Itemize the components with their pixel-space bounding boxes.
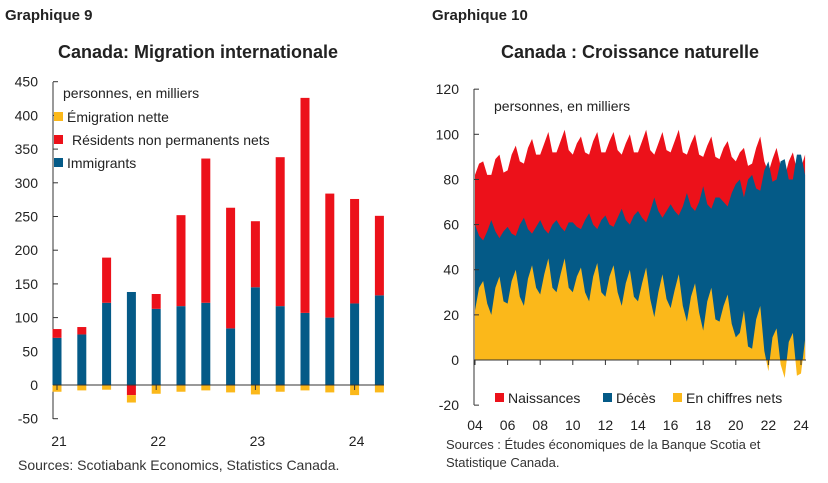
- x-tick-label-2: 12: [598, 417, 614, 433]
- x-tick-label-2: 06: [500, 417, 516, 433]
- bar-emigration: [325, 385, 335, 393]
- legend-swatch: [54, 112, 63, 121]
- bar-immigrants: [226, 328, 236, 385]
- x-tick-label: 24: [349, 433, 365, 449]
- source-note-2b: Statistique Canada.: [446, 455, 560, 470]
- bar-emigration: [226, 385, 236, 393]
- legend-swatch: [54, 158, 63, 167]
- bar-npr: [52, 329, 62, 338]
- chart-title-1: Canada: Migration internationale: [57, 42, 339, 62]
- legend-naissances-swatch: [495, 393, 504, 402]
- y-tick-label: 350: [15, 141, 39, 157]
- legend-label: Résidents non permanents nets: [72, 132, 270, 148]
- y-tick-label-2: 80: [443, 171, 459, 187]
- x-tick-label-2: 24: [793, 417, 809, 433]
- bar-npr: [176, 215, 186, 307]
- source-note-1: Sources: Scotiabank Economics, Statistic…: [18, 457, 340, 473]
- bar-emigration: [275, 385, 285, 392]
- bar-npr: [325, 193, 335, 318]
- legend-label: Émigration nette: [67, 109, 169, 125]
- x-tick-label-2: 16: [663, 417, 679, 433]
- x-tick-label-2: 22: [761, 417, 777, 433]
- y-tick-label-2: 40: [443, 262, 459, 278]
- legend-swatch: [54, 135, 63, 144]
- bar-emigration: [77, 385, 87, 391]
- figure-label-10: Graphique 10: [432, 7, 528, 24]
- y-tick-label: 150: [15, 276, 39, 292]
- y-tick-label-2: 60: [443, 217, 459, 233]
- bar-npr: [201, 158, 211, 303]
- y-tick-label-2: 20: [443, 307, 459, 323]
- x-tick-label: 22: [150, 433, 166, 449]
- figure-label-9: Graphique 9: [5, 7, 93, 24]
- unit-note-2: personnes, en milliers: [494, 98, 630, 114]
- y-tick-label: 250: [15, 209, 39, 225]
- y-tick-label: -50: [18, 411, 38, 427]
- bar-emigration: [201, 385, 211, 391]
- bar-immigrants: [325, 317, 335, 385]
- legend-deces-swatch: [603, 393, 612, 402]
- y-tick-label: 300: [15, 175, 39, 191]
- x-tick-label-2: 14: [630, 417, 646, 433]
- area-net: [475, 258, 806, 379]
- x-tick-label-2: 20: [728, 417, 744, 433]
- bar-npr: [300, 97, 310, 313]
- bar-npr: [77, 327, 87, 335]
- y-tick-label: 0: [30, 377, 38, 393]
- bar-emigration: [300, 385, 310, 391]
- bar-npr: [126, 385, 136, 396]
- source-note-2a: Sources : Études économiques de la Banqu…: [446, 437, 761, 452]
- bar-npr: [102, 257, 112, 303]
- bar-immigrants: [176, 306, 186, 385]
- x-tick-label-2: 08: [532, 417, 548, 433]
- y-tick-label: 100: [15, 310, 39, 326]
- x-tick-label: 23: [250, 433, 266, 449]
- y-tick-label-2: 100: [436, 126, 460, 142]
- bar-emigration: [350, 385, 360, 396]
- bar-immigrants: [300, 312, 310, 385]
- bar-emigration: [102, 385, 112, 390]
- bar-npr: [151, 294, 161, 309]
- x-tick-label-2: 10: [565, 417, 581, 433]
- legend-net-swatch: [673, 393, 682, 402]
- y-tick-label-2: -20: [439, 397, 459, 413]
- bar-npr: [350, 198, 360, 304]
- x-tick-label: 21: [51, 433, 67, 449]
- bar-immigrants: [102, 302, 112, 385]
- bar-emigration: [126, 395, 136, 403]
- y-tick-label-2: 0: [451, 352, 459, 368]
- legend-label: Immigrants: [67, 155, 136, 171]
- bar-npr: [275, 157, 285, 307]
- bar-immigrants: [52, 337, 62, 385]
- bar-immigrants: [201, 302, 211, 385]
- y-tick-label: 400: [15, 107, 39, 123]
- bar-npr: [226, 207, 236, 329]
- bar-immigrants: [374, 295, 384, 385]
- legend-net: En chiffres nets: [686, 390, 782, 406]
- x-tick-label-2: 04: [467, 417, 483, 433]
- bar-npr: [374, 215, 384, 296]
- bar-emigration: [374, 385, 384, 393]
- x-tick-label-2: 18: [695, 417, 711, 433]
- bar-npr: [250, 221, 260, 288]
- bar-immigrants: [77, 334, 87, 385]
- chart-title-2: Canada : Croissance naturelle: [500, 42, 760, 62]
- bar-immigrants: [250, 287, 260, 385]
- y-tick-label: 50: [22, 343, 38, 359]
- y-tick-label: 450: [15, 74, 39, 90]
- bar-immigrants: [126, 291, 136, 385]
- unit-note: personnes, en milliers: [63, 85, 199, 101]
- bar-immigrants: [350, 303, 360, 385]
- bar-emigration: [176, 385, 186, 392]
- legend-deces: Décès: [616, 390, 656, 406]
- legend-naissances: Naissances: [508, 390, 580, 406]
- bar-immigrants: [275, 306, 285, 385]
- bar-immigrants: [151, 308, 161, 385]
- y-tick-label-2: 120: [436, 81, 460, 97]
- y-tick-label: 200: [15, 242, 39, 258]
